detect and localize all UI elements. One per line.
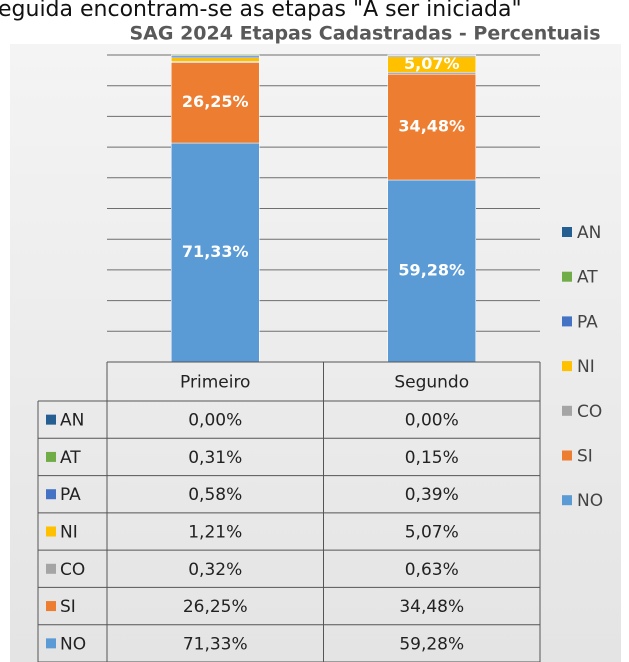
table-cell: 0,00% [188,411,242,431]
table-row-label: NO [60,634,86,654]
data-label: 71,33% [182,242,249,261]
table-cell: 0,63% [405,560,459,580]
table-cell: 0,32% [188,560,242,580]
bar-segment [387,73,476,181]
legend-key [562,450,572,461]
table-cell: 26,25% [183,597,248,617]
chart-title: SAG 2024 Etapas Cadastradas - Percentuai… [129,23,600,45]
bar-segment [171,57,260,62]
table-key [46,601,56,612]
bar-segment [171,54,260,57]
table-row-label: AN [60,411,84,431]
table-key [46,526,56,537]
table-header: Primeiro [180,373,250,393]
legend-label: AT [577,268,598,288]
caption: eguida encontram-se as etapas "A ser ini… [0,0,522,22]
bar-segment [387,179,476,363]
table-key [46,489,56,500]
legend-key [562,361,572,372]
data-label: 59,28% [398,261,465,280]
table-cell: 0,15% [405,448,459,468]
table-cell: 0,39% [405,485,459,505]
table-key [46,451,56,462]
legend-label: SI [577,447,593,467]
legend-key [562,405,572,416]
table-row-label: CO [60,560,85,580]
legend-label: CO [577,402,602,422]
chart-background [10,44,621,662]
table-cell: 59,28% [399,634,464,654]
table-row-label: PA [60,485,81,505]
legend-key [562,271,572,282]
table-key [46,638,56,649]
table-cell: 1,21% [188,523,242,543]
bar-segment [171,142,260,363]
data-label: 26,25% [182,92,249,111]
table-key [46,563,56,574]
data-label: 5,07% [404,54,460,73]
table-row-label: NI [60,523,78,543]
table-cell: 71,33% [183,634,248,654]
table-row-label: SI [60,597,76,617]
table-cell: 0,58% [188,485,242,505]
table-cell: 0,00% [405,411,459,431]
legend-key [562,495,572,506]
bar-segment [171,62,260,144]
table-key [46,414,56,425]
legend-label: NI [577,357,595,377]
legend-label: AN [577,223,601,243]
table-cell: 5,07% [405,523,459,543]
legend-label: PA [577,312,598,332]
table-header: Segundo [394,373,469,393]
legend-label: NO [577,491,603,511]
table-cell: 0,31% [188,448,242,468]
bar-segment [171,55,260,58]
legend-key [562,227,572,237]
data-label: 34,48% [398,117,465,136]
table-cell: 34,48% [399,597,464,617]
table-row-label: AT [60,448,81,468]
legend-key [562,316,572,327]
